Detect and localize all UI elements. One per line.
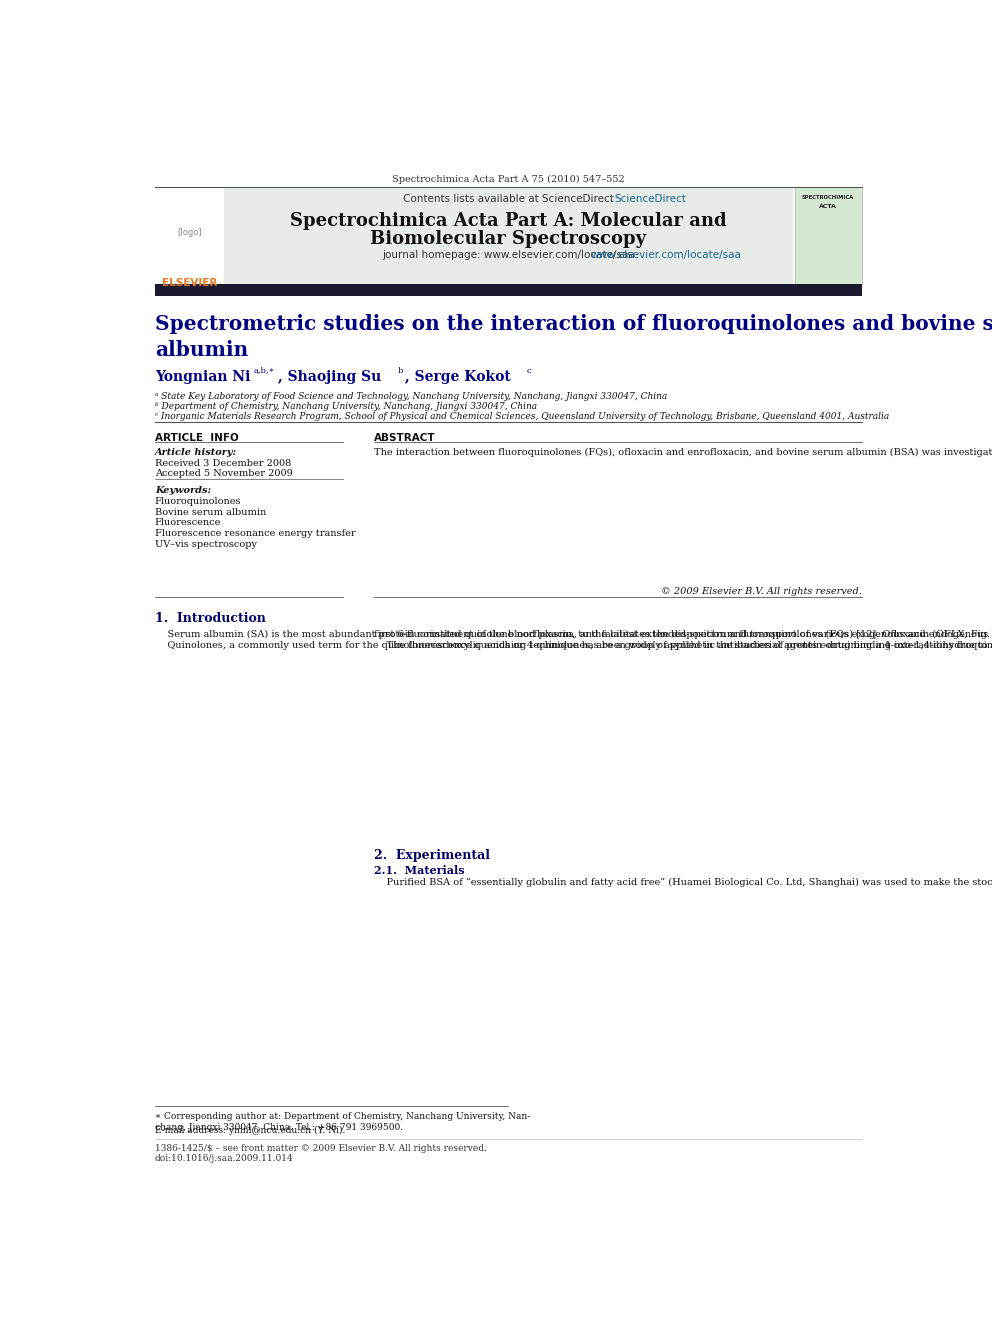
Text: Spectrochimica Acta Part A: Molecular and: Spectrochimica Acta Part A: Molecular an… (290, 212, 727, 230)
Text: Bovine serum albumin: Bovine serum albumin (155, 508, 266, 517)
FancyBboxPatch shape (155, 188, 224, 284)
Text: 2.  Experimental: 2. Experimental (374, 849, 490, 863)
Text: b: b (398, 366, 403, 374)
Text: ᵇ Department of Chemistry, Nanchang University, Nanchang, Jiangxi 330047, China: ᵇ Department of Chemistry, Nanchang Univ… (155, 402, 537, 411)
Text: E-mail address: ymni@ncu.edu.cn (Y. Ni).: E-mail address: ymni@ncu.edu.cn (Y. Ni). (155, 1126, 345, 1135)
Text: © 2009 Elsevier B.V. All rights reserved.: © 2009 Elsevier B.V. All rights reserved… (662, 586, 862, 595)
FancyBboxPatch shape (155, 284, 862, 296)
Text: Received 3 December 2008: Received 3 December 2008 (155, 459, 291, 468)
Text: ACTA: ACTA (819, 204, 837, 209)
Text: UV–vis spectroscopy: UV–vis spectroscopy (155, 540, 257, 549)
Text: Biomolecular Spectroscopy: Biomolecular Spectroscopy (370, 230, 647, 249)
Text: www.elsevier.com/locate/saa: www.elsevier.com/locate/saa (590, 250, 742, 261)
Text: Article history:: Article history: (155, 448, 237, 456)
Text: 2.1.  Materials: 2.1. Materials (374, 865, 464, 876)
Text: , Serge Kokot: , Serge Kokot (406, 369, 511, 384)
Text: Purified BSA of “essentially globulin and fatty acid free” (Huamei Biological Co: Purified BSA of “essentially globulin an… (374, 878, 992, 888)
Text: [logo]: [logo] (177, 228, 201, 237)
Text: Spectrometric studies on the interaction of fluoroquinolones and bovine serum
al: Spectrometric studies on the interaction… (155, 314, 992, 360)
Text: c: c (527, 366, 532, 374)
Text: Fluoroquinolones: Fluoroquinolones (155, 497, 241, 505)
Text: Keywords:: Keywords: (155, 486, 211, 495)
FancyBboxPatch shape (224, 188, 793, 284)
Text: doi:10.1016/j.saa.2009.11.014: doi:10.1016/j.saa.2009.11.014 (155, 1154, 294, 1163)
Text: ScienceDirect: ScienceDirect (614, 194, 686, 205)
Text: Accepted 5 November 2009: Accepted 5 November 2009 (155, 470, 293, 479)
Text: journal homepage: www.elsevier.com/locate/saa: journal homepage: www.elsevier.com/locat… (382, 250, 635, 261)
Text: ∗ Corresponding author at: Department of Chemistry, Nanchang University, Nan-
ch: ∗ Corresponding author at: Department of… (155, 1113, 530, 1132)
Text: ᶜ Inorganic Materials Research Program, School of Physical and Chemical Sciences: ᶜ Inorganic Materials Research Program, … (155, 413, 889, 422)
Text: The interaction between fluoroquinolones (FQs), ofloxacin and enrofloxacin, and : The interaction between fluoroquinolones… (374, 448, 992, 458)
Text: ᵃ State Key Laboratory of Food Science and Technology, Nanchang University, Nanc: ᵃ State Key Laboratory of Food Science a… (155, 392, 667, 401)
Text: ARTICLE  INFO: ARTICLE INFO (155, 433, 238, 443)
Text: Serum albumin (SA) is the most abundant protein constituent of the blood plasma,: Serum albumin (SA) is the most abundant … (155, 630, 992, 650)
Text: 1.  Introduction: 1. Introduction (155, 613, 266, 624)
Text: a,b,∗: a,b,∗ (253, 366, 275, 374)
Text: Spectrochimica Acta Part A 75 (2010) 547–552: Spectrochimica Acta Part A 75 (2010) 547… (392, 175, 625, 184)
Text: Yongnian Ni: Yongnian Ni (155, 369, 250, 384)
Text: ELSEVIER: ELSEVIER (162, 278, 217, 288)
Text: SPECTROCHIMICA: SPECTROCHIMICA (803, 196, 854, 200)
Text: first 6-fluorinated quinolone norfloxacin, to the latest extended-spectrum fluor: first 6-fluorinated quinolone norfloxaci… (374, 630, 992, 650)
Text: 1386-1425/$ – see front matter © 2009 Elsevier B.V. All rights reserved.: 1386-1425/$ – see front matter © 2009 El… (155, 1144, 487, 1152)
FancyBboxPatch shape (796, 188, 862, 284)
Text: Contents lists available at ScienceDirect: Contents lists available at ScienceDirec… (403, 194, 614, 205)
Text: ABSTRACT: ABSTRACT (374, 433, 435, 443)
Text: Fluorescence resonance energy transfer: Fluorescence resonance energy transfer (155, 529, 355, 538)
Text: Fluorescence: Fluorescence (155, 519, 221, 528)
Text: , Shaojing Su: , Shaojing Su (278, 369, 381, 384)
